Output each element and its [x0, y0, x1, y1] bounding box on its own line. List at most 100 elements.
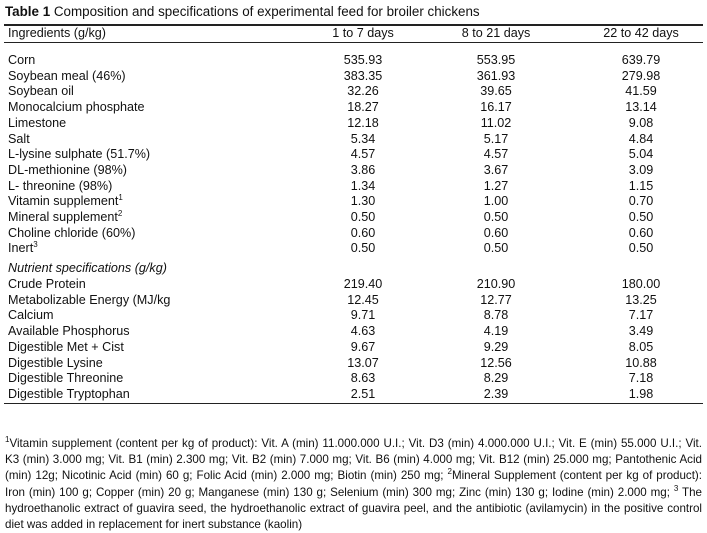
- cell-value: 32.26: [347, 84, 379, 99]
- cell-value: 1.34: [350, 178, 376, 193]
- table-row: Limestone 12.18 11.02 9.08: [0, 115, 707, 131]
- cell-value: 11.02: [480, 115, 512, 130]
- table-row: Crude Protein 219.40 210.90 180.00: [0, 276, 707, 292]
- cell-value: 553.95: [476, 53, 516, 67]
- row-label: Soybean oil: [8, 83, 74, 99]
- cell-value: 535.93: [343, 53, 383, 67]
- row-label-text: Available Phosphorus: [8, 324, 130, 339]
- cell-value: 9.29: [483, 339, 509, 354]
- row-label: Digestible Tryptophan: [8, 386, 130, 402]
- cell-value: 3.67: [483, 162, 509, 177]
- footnote-vitamin: Vitamin supplement (content per kg of pr…: [5, 437, 702, 483]
- row-label: DL-methionine (98%): [8, 162, 127, 178]
- cell-value: 0.60: [350, 225, 376, 240]
- header-8-to-21: 8 to 21 days: [461, 26, 531, 40]
- table-row: Mineral supplement2 0.50 0.50 0.50: [0, 209, 707, 225]
- row-label: Vitamin supplement1: [8, 193, 123, 209]
- cell-value: 210.90: [476, 277, 516, 291]
- row-label-text: L- threonine (98%): [8, 178, 113, 193]
- row-label: Monocalcium phosphate: [8, 99, 145, 115]
- table-row: Digestible Threonine 8.63 8.29 7.18: [0, 370, 707, 386]
- cell-value: 0.50: [628, 210, 654, 224]
- cell-value: 1.15: [628, 178, 654, 193]
- row-label: Digestible Threonine: [8, 370, 123, 386]
- table-row: Corn 535.93 553.95 639.79: [0, 52, 707, 68]
- row-label: Calcium: [8, 307, 54, 323]
- cell-value: 0.50: [628, 241, 654, 256]
- row-label-text: Digestible Tryptophan: [8, 386, 130, 401]
- table-row: Soybean oil 32.26 39.65 41.59: [0, 83, 707, 99]
- row-label: L-lysine sulphate (51.7%): [8, 146, 150, 162]
- cell-value: 1.30: [350, 194, 376, 209]
- cell-value: 9.08: [628, 115, 654, 130]
- row-label-text: Soybean oil: [8, 84, 74, 99]
- row-label-text: Salt: [8, 131, 30, 146]
- cell-value: 0.50: [350, 241, 376, 256]
- cell-value: 8.63: [350, 371, 376, 386]
- footnote-marker: 2: [117, 208, 123, 218]
- nutrient-heading: Nutrient specifications (g/kg): [8, 261, 167, 275]
- table-row: Choline chloride (60%) 0.60 0.60 0.60: [0, 225, 707, 241]
- cell-value: 7.18: [628, 371, 654, 386]
- cell-value: 1.98: [628, 386, 654, 401]
- cell-value: 0.50: [350, 210, 376, 224]
- cell-value: 383.35: [343, 68, 383, 83]
- row-label: Metabolizable Energy (MJ/kg: [8, 292, 170, 308]
- row-label: Soybean meal (46%): [8, 68, 126, 84]
- row-label: Crude Protein: [8, 276, 86, 292]
- row-label-text: Digestible Met + Cist: [8, 339, 124, 354]
- table-row: L- threonine (98%) 1.34 1.27 1.15: [0, 178, 707, 194]
- cell-value: 279.98: [621, 68, 661, 83]
- row-label-text: Digestible Lysine: [8, 355, 103, 370]
- cell-value: 0.60: [628, 225, 654, 240]
- row-label: Available Phosphorus: [8, 323, 130, 339]
- cell-value: 9.71: [350, 308, 376, 323]
- cell-value: 8.78: [483, 308, 509, 323]
- header-rule: [4, 42, 703, 43]
- cell-value: 12.45: [347, 292, 379, 307]
- cell-value: 5.17: [483, 131, 509, 146]
- row-label: Salt: [8, 131, 30, 147]
- cell-value: 0.70: [628, 194, 654, 209]
- footnote-mineral: Mineral Supplement (content per kg of pr…: [5, 469, 703, 499]
- row-label: Mineral supplement2: [8, 209, 122, 225]
- cell-value: 5.04: [628, 147, 654, 162]
- cell-value: 10.88: [625, 355, 657, 370]
- cell-value: 8.29: [483, 371, 509, 386]
- footnote-marker: 1: [118, 193, 123, 203]
- row-label-text: Crude Protein: [8, 277, 86, 291]
- cell-value: 1.27: [483, 178, 509, 193]
- bottom-rule: [4, 403, 703, 404]
- table-row: Salt 5.34 5.17 4.84: [0, 131, 707, 147]
- table-caption: Composition and specifications of experi…: [53, 4, 480, 19]
- row-label-text: DL-methionine (98%): [8, 162, 127, 177]
- table-row: Digestible Tryptophan 2.51 2.39 1.98: [0, 386, 707, 402]
- cell-value: 219.40: [343, 277, 383, 291]
- row-label: Digestible Met + Cist: [8, 339, 124, 355]
- row-label-text: Metabolizable Energy (MJ/kg: [8, 292, 171, 307]
- cell-value: 361.93: [476, 68, 516, 83]
- cell-value: 3.09: [628, 162, 654, 177]
- footnote-mark-1: 1: [5, 435, 10, 445]
- table-title: Table 1 Composition and specifications o…: [5, 4, 480, 20]
- cell-value: 39.65: [480, 84, 512, 99]
- cell-value: 0.50: [483, 210, 509, 224]
- cell-value: 4.57: [350, 147, 376, 162]
- cell-value: 5.34: [350, 131, 376, 146]
- footnote-mark-3: 3: [673, 483, 679, 493]
- cell-value: 13.07: [347, 355, 379, 370]
- row-label-text: L-lysine sulphate (51.7%): [8, 147, 151, 162]
- cell-value: 3.49: [628, 324, 654, 339]
- top-rule: [4, 24, 703, 26]
- table-row: Vitamin supplement1 1.30 1.00 0.70: [0, 193, 707, 209]
- table-row: Calcium 9.71 8.78 7.17: [0, 307, 707, 323]
- cell-value: 12.18: [347, 115, 379, 130]
- row-label-text: Calcium: [8, 308, 54, 323]
- cell-value: 180.00: [621, 277, 661, 291]
- header-22-to-42: 22 to 42 days: [603, 26, 679, 40]
- row-label-text: Corn: [8, 53, 36, 67]
- cell-value: 639.79: [621, 53, 661, 67]
- table-footnote: 1Vitamin supplement (content per kg of p…: [5, 436, 702, 533]
- row-label: Inert3: [8, 240, 38, 256]
